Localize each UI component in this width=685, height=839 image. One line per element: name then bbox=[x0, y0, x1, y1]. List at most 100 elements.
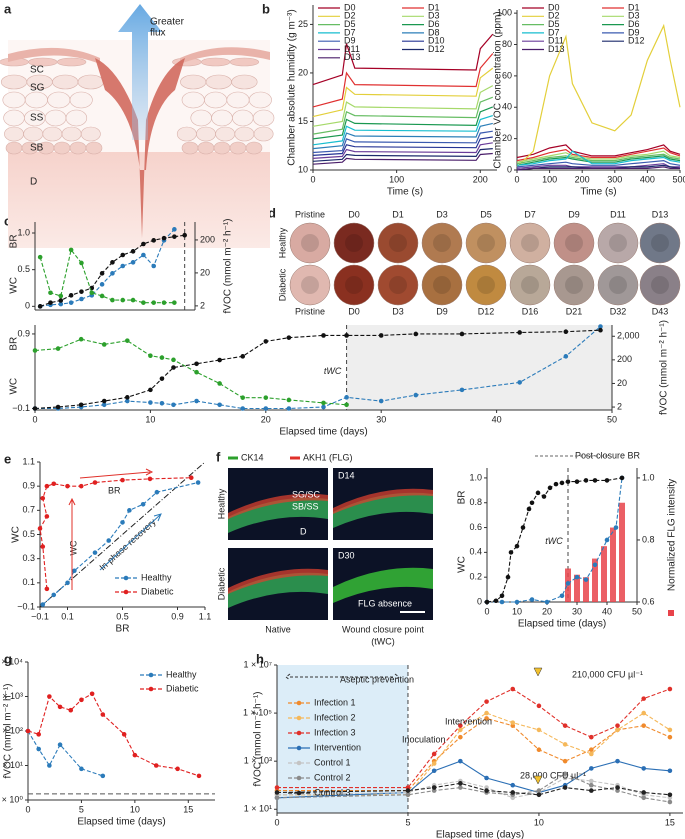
cell bbox=[2, 91, 26, 109]
wound-core bbox=[651, 276, 669, 294]
cell bbox=[56, 57, 87, 67]
legend-label: D6 bbox=[428, 19, 440, 29]
green-band bbox=[333, 492, 433, 528]
marker bbox=[101, 398, 107, 404]
x-tick-label: 5 bbox=[79, 804, 84, 814]
wound-photo bbox=[597, 264, 639, 306]
y-axis-label: Chamber VOC concentration (ppm) bbox=[493, 11, 504, 168]
marker bbox=[431, 785, 437, 790]
y-tick-label: 0 bbox=[477, 596, 482, 606]
x-tick-label: 50 bbox=[632, 606, 642, 616]
marker bbox=[153, 763, 159, 768]
marker bbox=[520, 525, 526, 530]
y-tick-label: 0 bbox=[25, 301, 30, 311]
marker bbox=[459, 331, 465, 337]
x-tick-label: 10 bbox=[512, 606, 522, 616]
series-line bbox=[312, 85, 494, 127]
x-tick-label: 10 bbox=[130, 804, 140, 814]
panel-label: g bbox=[4, 651, 12, 666]
legend-marker bbox=[296, 730, 302, 736]
legend-label: D2 bbox=[344, 11, 356, 21]
series-line bbox=[516, 159, 681, 168]
series-line bbox=[277, 688, 671, 789]
layer-label: SB bbox=[30, 143, 44, 154]
marker bbox=[667, 727, 673, 733]
marker bbox=[99, 282, 105, 287]
arrow bbox=[285, 673, 400, 681]
legend-label: D12 bbox=[428, 44, 445, 54]
marker bbox=[553, 481, 559, 487]
x-axis-label: Time (s) bbox=[580, 187, 616, 198]
marker bbox=[37, 254, 43, 260]
marker bbox=[529, 597, 535, 602]
cell bbox=[44, 109, 67, 127]
photo-row: Healthy bbox=[277, 227, 287, 258]
micro-label: D30 bbox=[338, 550, 355, 560]
legend-label: Infection 1 bbox=[314, 697, 356, 707]
wound-core bbox=[433, 234, 451, 252]
series-line bbox=[516, 150, 681, 163]
micro-label: FLG absence bbox=[358, 598, 412, 608]
legend-label: D12 bbox=[628, 36, 645, 46]
marker bbox=[194, 398, 199, 404]
series-line bbox=[312, 148, 493, 162]
marker bbox=[458, 734, 463, 740]
series-line bbox=[276, 777, 670, 799]
y-tick-label: 0 bbox=[507, 164, 512, 174]
marker bbox=[544, 599, 550, 605]
series-line bbox=[276, 782, 670, 796]
series-line bbox=[312, 130, 493, 154]
cell bbox=[77, 74, 104, 90]
series-line bbox=[312, 96, 494, 135]
bar bbox=[574, 574, 580, 602]
layer-label: D bbox=[30, 177, 37, 188]
marker bbox=[458, 723, 463, 728]
marker bbox=[344, 333, 349, 338]
cell bbox=[53, 141, 71, 155]
cell bbox=[42, 126, 63, 142]
y-tick-label: −0.1 bbox=[12, 403, 30, 413]
photo-day: D3 bbox=[392, 306, 404, 316]
wound-core bbox=[389, 234, 407, 252]
marker bbox=[194, 361, 199, 367]
marker bbox=[589, 747, 594, 753]
marker bbox=[274, 790, 280, 795]
cell bbox=[211, 109, 233, 127]
cell bbox=[61, 126, 82, 142]
marker bbox=[36, 746, 41, 752]
marker bbox=[589, 751, 594, 757]
marker bbox=[641, 696, 647, 701]
cell bbox=[85, 141, 103, 155]
marker bbox=[667, 768, 673, 774]
y-tick-label: 1.0 bbox=[17, 227, 30, 237]
marker bbox=[132, 752, 138, 758]
marker bbox=[641, 795, 647, 801]
marker bbox=[110, 297, 115, 303]
cell bbox=[5, 141, 23, 155]
marker bbox=[286, 335, 292, 340]
x-axis-label: Time (s) bbox=[387, 187, 423, 198]
marker bbox=[130, 249, 136, 254]
arrow bbox=[99, 513, 162, 571]
annotation: Post-closure BR bbox=[575, 450, 641, 460]
marker bbox=[321, 404, 326, 410]
marker bbox=[583, 478, 589, 483]
marker bbox=[431, 768, 437, 774]
marker bbox=[641, 790, 647, 795]
series-line bbox=[277, 717, 671, 792]
marker bbox=[589, 778, 594, 784]
y-tick-label: 1 × 10³ bbox=[244, 756, 272, 766]
legend-marker bbox=[148, 672, 154, 678]
y-tick-label: 1 × 10² bbox=[0, 725, 23, 735]
cell bbox=[229, 57, 260, 67]
marker bbox=[51, 592, 57, 598]
legend-bar bbox=[668, 610, 674, 616]
marker bbox=[89, 691, 95, 697]
wound-photo bbox=[289, 222, 331, 264]
marker bbox=[120, 477, 125, 483]
marker bbox=[641, 710, 647, 716]
wound-photo bbox=[421, 222, 463, 264]
y-tick-label: 1 × 10³ bbox=[0, 691, 23, 701]
marker bbox=[125, 398, 130, 404]
panel-label: a bbox=[4, 1, 12, 16]
